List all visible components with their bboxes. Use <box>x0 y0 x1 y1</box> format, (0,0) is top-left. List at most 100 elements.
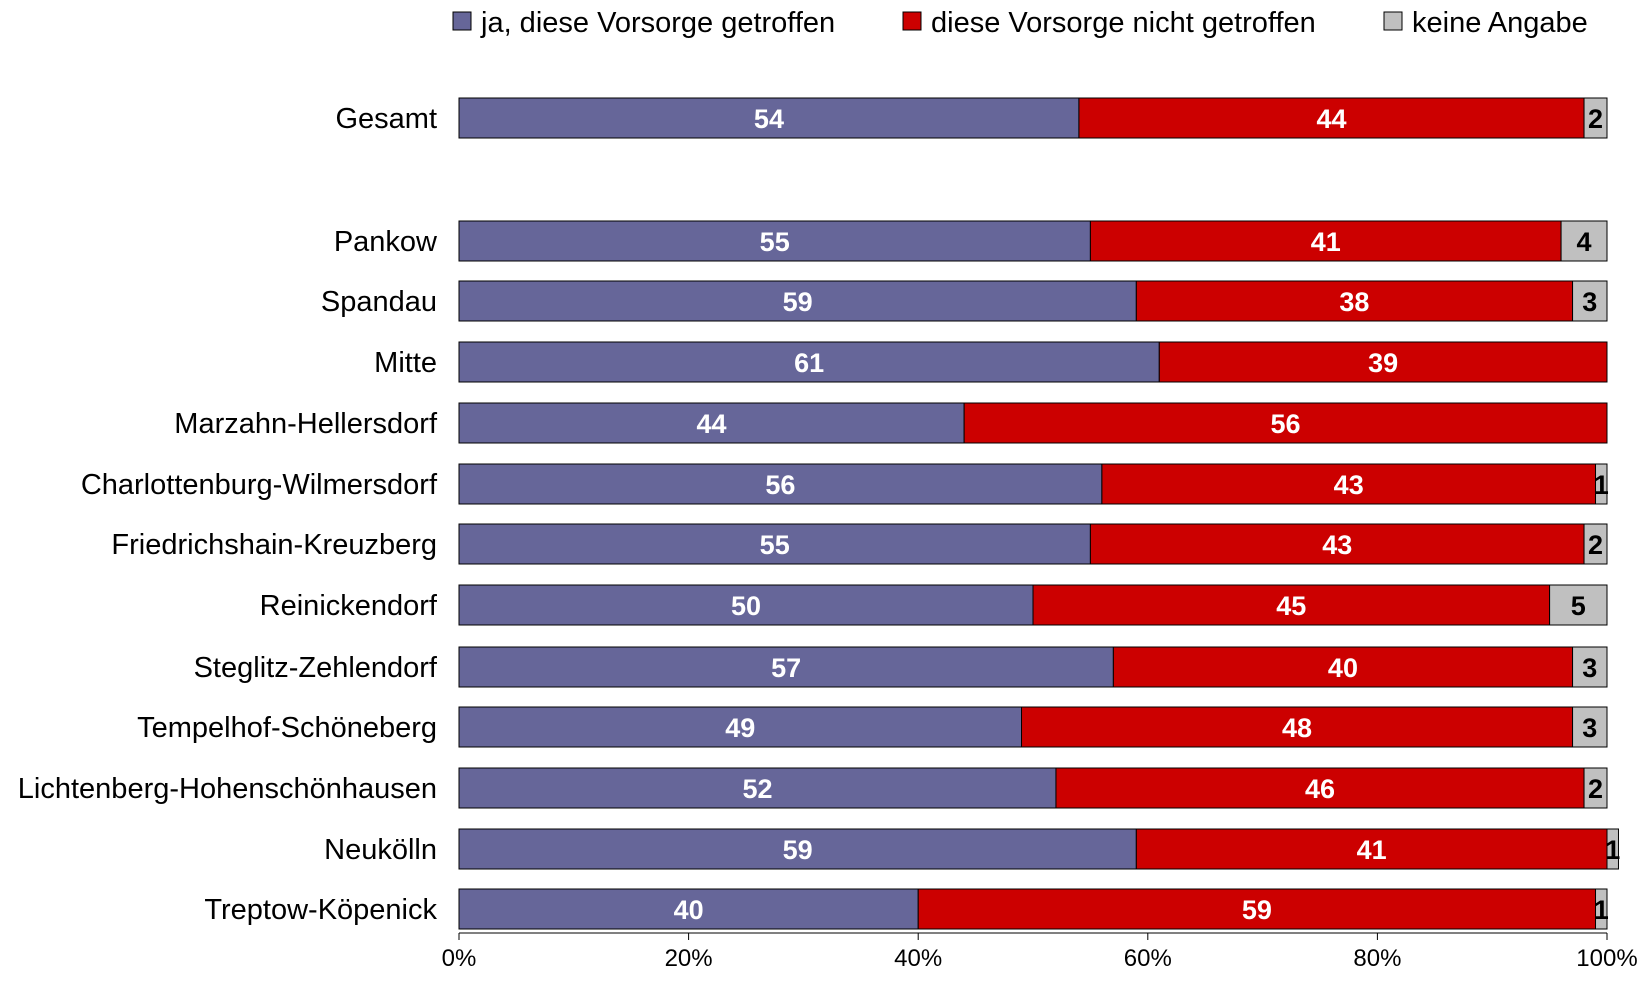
x-tick-label-1: 20% <box>665 945 713 972</box>
category-label-charlottenburg-wilmersdorf: Charlottenburg-Wilmersdorf <box>81 469 438 501</box>
bar-marzahn-hellersdorf-ja-diese-vorsorge-getroffen <box>458 402 965 444</box>
category-label-friedrichshain-kreuzberg: Friedrichshain-Kreuzberg <box>111 529 437 561</box>
bar-friedrichshain-kreuzberg-diese-vorsorge-nicht-getroffen <box>1089 523 1585 565</box>
data-label-pankow-ja-diese-vorsorge-getroffen: 55 <box>760 227 790 257</box>
legend-label-diese-vorsorge-nicht-getroffen: diese Vorsorge nicht getroffen <box>931 7 1316 39</box>
category-label-mitte: Mitte <box>374 347 437 379</box>
bar-marzahn-hellersdorf-diese-vorsorge-nicht-getroffen <box>963 402 1608 444</box>
bar-charlottenburg-wilmersdorf-ja-diese-vorsorge-getroffen <box>458 463 1103 505</box>
x-tick-label-4: 80% <box>1353 945 1401 972</box>
data-label-charlottenburg-wilmersdorf-ja-diese-vorsorge-getroffen: 56 <box>765 470 795 500</box>
bar-friedrichshain-kreuzberg-ja-diese-vorsorge-getroffen <box>458 523 1091 565</box>
data-label-friedrichshain-kreuzberg-ja-diese-vorsorge-getroffen: 55 <box>760 530 790 560</box>
bar-gesamt-keine-angabe <box>1583 97 1608 139</box>
bar-tempelhof-schoeneberg-ja-diese-vorsorge-getroffen <box>458 706 1023 748</box>
data-label-lichtenberg-hohenschoenhausen-ja-diese-vorsorge-getroffen: 52 <box>742 774 772 804</box>
bar-lichtenberg-hohenschoenhausen-diese-vorsorge-nicht-getroffen <box>1055 767 1585 809</box>
legend-swatch-diese-vorsorge-nicht-getroffen <box>902 11 922 31</box>
data-label-steglitz-zehlendorf-keine-angabe: 3 <box>1582 653 1597 683</box>
bar-pankow-diese-vorsorge-nicht-getroffen <box>1089 220 1562 262</box>
data-label-charlottenburg-wilmersdorf-diese-vorsorge-nicht-getroffen: 43 <box>1334 470 1364 500</box>
bar-reinickendorf-keine-angabe <box>1549 584 1608 626</box>
data-label-pankow-keine-angabe: 4 <box>1577 227 1592 257</box>
category-label-spandau: Spandau <box>321 286 437 318</box>
category-label-reinickendorf: Reinickendorf <box>260 590 438 622</box>
data-label-tempelhof-schoeneberg-diese-vorsorge-nicht-getroffen: 48 <box>1282 713 1312 743</box>
data-label-tempelhof-schoeneberg-ja-diese-vorsorge-getroffen: 49 <box>725 713 755 743</box>
bar-reinickendorf-ja-diese-vorsorge-getroffen <box>458 584 1034 626</box>
bar-friedrichshain-kreuzberg-keine-angabe <box>1583 523 1608 565</box>
category-label-treptow-koepenick: Treptow-Köpenick <box>204 894 437 926</box>
data-label-charlottenburg-wilmersdorf-keine-angabe: 1 <box>1594 470 1609 500</box>
data-label-lichtenberg-hohenschoenhausen-diese-vorsorge-nicht-getroffen: 46 <box>1305 774 1335 804</box>
data-label-treptow-koepenick-ja-diese-vorsorge-getroffen: 40 <box>674 895 704 925</box>
bar-mitte-ja-diese-vorsorge-getroffen <box>458 341 1160 383</box>
legend-label-ja-diese-vorsorge-getroffen: ja, diese Vorsorge getroffen <box>480 7 835 39</box>
data-label-tempelhof-schoeneberg-keine-angabe: 3 <box>1582 713 1597 743</box>
data-label-friedrichshain-kreuzberg-diese-vorsorge-nicht-getroffen: 43 <box>1322 530 1352 560</box>
data-label-steglitz-zehlendorf-diese-vorsorge-nicht-getroffen: 40 <box>1328 653 1358 683</box>
bar-mitte-diese-vorsorge-nicht-getroffen <box>1158 341 1608 383</box>
data-label-reinickendorf-keine-angabe: 5 <box>1571 591 1586 621</box>
data-label-marzahn-hellersdorf-ja-diese-vorsorge-getroffen: 44 <box>697 409 727 439</box>
x-tick-label-2: 40% <box>894 945 942 972</box>
bar-charlottenburg-wilmersdorf-diese-vorsorge-nicht-getroffen <box>1101 463 1597 505</box>
data-label-steglitz-zehlendorf-ja-diese-vorsorge-getroffen: 57 <box>771 653 801 683</box>
bar-gesamt-diese-vorsorge-nicht-getroffen <box>1078 97 1585 139</box>
legend: ja, diese Vorsorge getroffen diese Vorsor… <box>452 7 1588 39</box>
legend-swatch-keine-angabe <box>1383 11 1403 31</box>
bar-neukoelln-ja-diese-vorsorge-getroffen <box>458 828 1137 870</box>
bar-pankow-ja-diese-vorsorge-getroffen <box>458 220 1091 262</box>
data-label-pankow-diese-vorsorge-nicht-getroffen: 41 <box>1311 227 1341 257</box>
data-label-gesamt-ja-diese-vorsorge-getroffen: 54 <box>754 104 784 134</box>
x-axis: 0% 20% 40% 60% 80% 100% <box>442 932 1638 972</box>
bar-tempelhof-schoeneberg-keine-angabe <box>1572 706 1608 748</box>
bar-gesamt-ja-diese-vorsorge-getroffen <box>458 97 1080 139</box>
data-label-marzahn-hellersdorf-diese-vorsorge-nicht-getroffen: 56 <box>1271 409 1301 439</box>
category-label-pankow: Pankow <box>334 226 438 258</box>
bars: 54 44 2 55 41 4 59 38 3 61 39 44 56 56 43 1 55 43 2 50 45 5 57… <box>458 97 1620 930</box>
bar-steglitz-zehlendorf-keine-angabe <box>1572 646 1608 688</box>
bar-steglitz-zehlendorf-diese-vorsorge-nicht-getroffen <box>1112 646 1574 688</box>
bar-spandau-diese-vorsorge-nicht-getroffen <box>1135 280 1574 322</box>
category-label-steglitz-zehlendorf: Steglitz-Zehlendorf <box>194 652 438 684</box>
data-label-treptow-koepenick-keine-angabe: 1 <box>1594 895 1609 925</box>
bar-neukoelln-diese-vorsorge-nicht-getroffen <box>1135 828 1608 870</box>
bar-spandau-keine-angabe <box>1572 280 1608 322</box>
data-label-reinickendorf-ja-diese-vorsorge-getroffen: 50 <box>731 591 761 621</box>
bar-treptow-koepenick-ja-diese-vorsorge-getroffen <box>458 888 919 930</box>
data-label-treptow-koepenick-diese-vorsorge-nicht-getroffen: 59 <box>1242 895 1272 925</box>
x-tick-label-5: 100% <box>1576 945 1637 972</box>
data-label-neukoelln-keine-angabe: 1 <box>1605 835 1620 865</box>
legend-swatch-ja-diese-vorsorge-getroffen <box>452 11 472 31</box>
data-label-spandau-ja-diese-vorsorge-getroffen: 59 <box>783 287 813 317</box>
bar-spandau-ja-diese-vorsorge-getroffen <box>458 280 1137 322</box>
data-label-lichtenberg-hohenschoenhausen-keine-angabe: 2 <box>1588 774 1603 804</box>
legend-label-keine-angabe: keine Angabe <box>1412 7 1588 39</box>
bar-reinickendorf-diese-vorsorge-nicht-getroffen <box>1032 584 1551 626</box>
x-tick-label-3: 60% <box>1124 945 1172 972</box>
category-label-gesamt: Gesamt <box>335 103 437 135</box>
category-label-lichtenberg-hohenschoenhausen: Lichtenberg-Hohenschönhausen <box>18 773 437 805</box>
category-label-neukoelln: Neukölln <box>324 834 437 866</box>
data-label-friedrichshain-kreuzberg-keine-angabe: 2 <box>1588 530 1603 560</box>
bar-pankow-keine-angabe <box>1560 220 1608 262</box>
data-label-gesamt-keine-angabe: 2 <box>1588 104 1603 134</box>
data-label-reinickendorf-diese-vorsorge-nicht-getroffen: 45 <box>1276 591 1306 621</box>
data-label-spandau-diese-vorsorge-nicht-getroffen: 38 <box>1339 287 1369 317</box>
data-label-mitte-ja-diese-vorsorge-getroffen: 61 <box>794 348 824 378</box>
bar-lichtenberg-hohenschoenhausen-keine-angabe <box>1583 767 1608 809</box>
data-label-neukoelln-ja-diese-vorsorge-getroffen: 59 <box>783 835 813 865</box>
data-label-spandau-keine-angabe: 3 <box>1582 287 1597 317</box>
x-tick-label-0: 0% <box>442 945 477 972</box>
category-label-marzahn-hellersdorf: Marzahn-Hellersdorf <box>174 408 438 440</box>
data-label-gesamt-diese-vorsorge-nicht-getroffen: 44 <box>1316 104 1346 134</box>
bar-neukoelln-keine-angabe <box>1606 828 1619 870</box>
data-label-mitte-diese-vorsorge-nicht-getroffen: 39 <box>1368 348 1398 378</box>
bar-treptow-koepenick-diese-vorsorge-nicht-getroffen <box>917 888 1597 930</box>
bar-charlottenburg-wilmersdorf-keine-angabe <box>1595 463 1608 505</box>
category-labels: Gesamt Pankow Spandau Mitte Marzahn-Hellersd… <box>18 103 438 926</box>
bar-tempelhof-schoeneberg-diese-vorsorge-nicht-getroffen <box>1021 706 1574 748</box>
category-label-tempelhof-schoeneberg: Tempelhof-Schöneberg <box>137 712 437 744</box>
